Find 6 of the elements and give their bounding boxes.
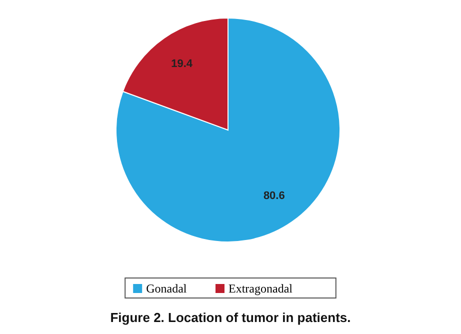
- pie-slice: [116, 18, 340, 242]
- data-label: 80.6: [263, 190, 285, 202]
- data-label: 19.4: [171, 58, 194, 70]
- legend-label: Extragonadal: [228, 282, 294, 296]
- text: Figure 2. Location of tumor in patients.: [110, 310, 351, 325]
- legend-label: Gonadal: [146, 282, 188, 296]
